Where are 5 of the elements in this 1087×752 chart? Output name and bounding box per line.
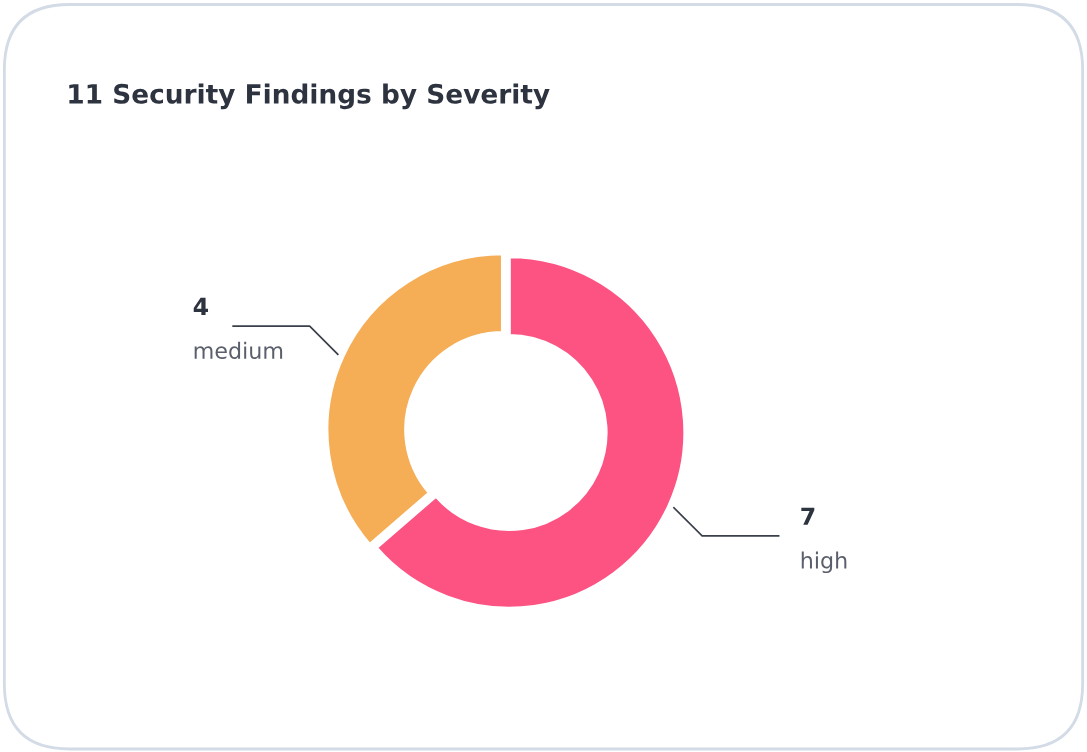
slice-label: high — [801, 551, 847, 574]
data-label: 4 — [193, 297, 209, 316]
data-label: 7 — [801, 507, 815, 525]
slice-label: medium — [194, 341, 283, 359]
chart-title: 11 Security Findings by Severity — [69, 83, 550, 110]
